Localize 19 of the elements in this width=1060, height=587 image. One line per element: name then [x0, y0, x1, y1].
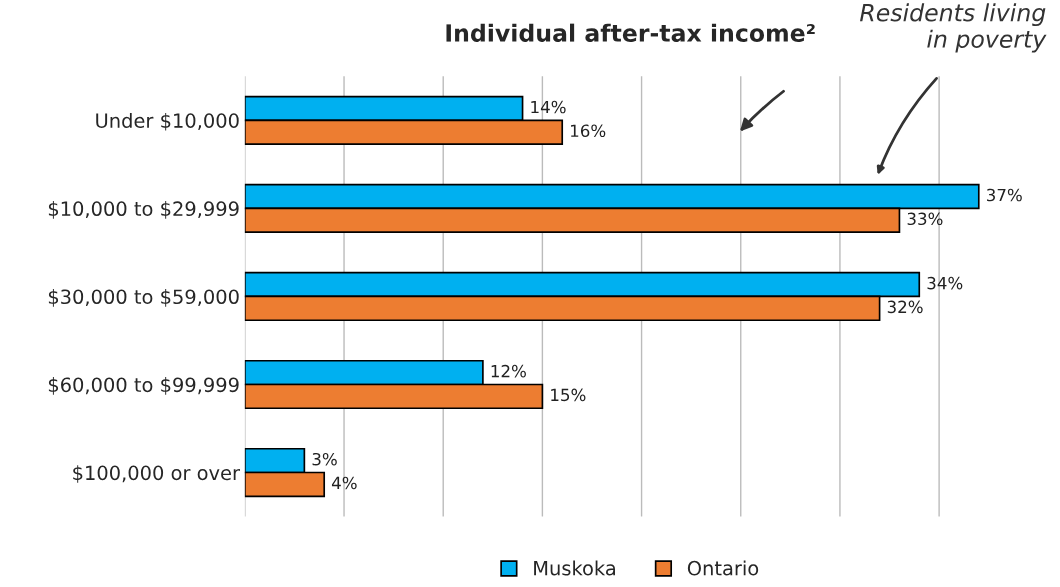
data-label: 3% [312, 452, 337, 466]
y-tick-label: $100,000 or over [73, 465, 240, 483]
data-label: 15% [551, 388, 586, 402]
y-tick-label: $60,000 to $99,999 [48, 377, 239, 395]
data-label: 16% [571, 124, 606, 138]
data-label: 37% [987, 188, 1022, 202]
data-label: 14% [531, 100, 566, 114]
text: Residents living in poverty [860, 3, 1047, 53]
data-label: 12% [491, 364, 526, 378]
data-label: 32% [887, 300, 923, 314]
y-tick-label: Under $10,000 [96, 112, 239, 131]
y-tick-label: $30,000 to $59,000 [48, 289, 239, 307]
data-label: 33% [907, 212, 943, 226]
data-label: 4% [331, 476, 357, 490]
chart-title: Individual after-tax income² [446, 23, 815, 42]
y-tick-label: $10,000 to $29,999 [48, 201, 239, 219]
legend-label: Muskoka [534, 560, 615, 576]
data-label: 34% [927, 276, 963, 290]
legend-label: Ontario [687, 560, 759, 576]
